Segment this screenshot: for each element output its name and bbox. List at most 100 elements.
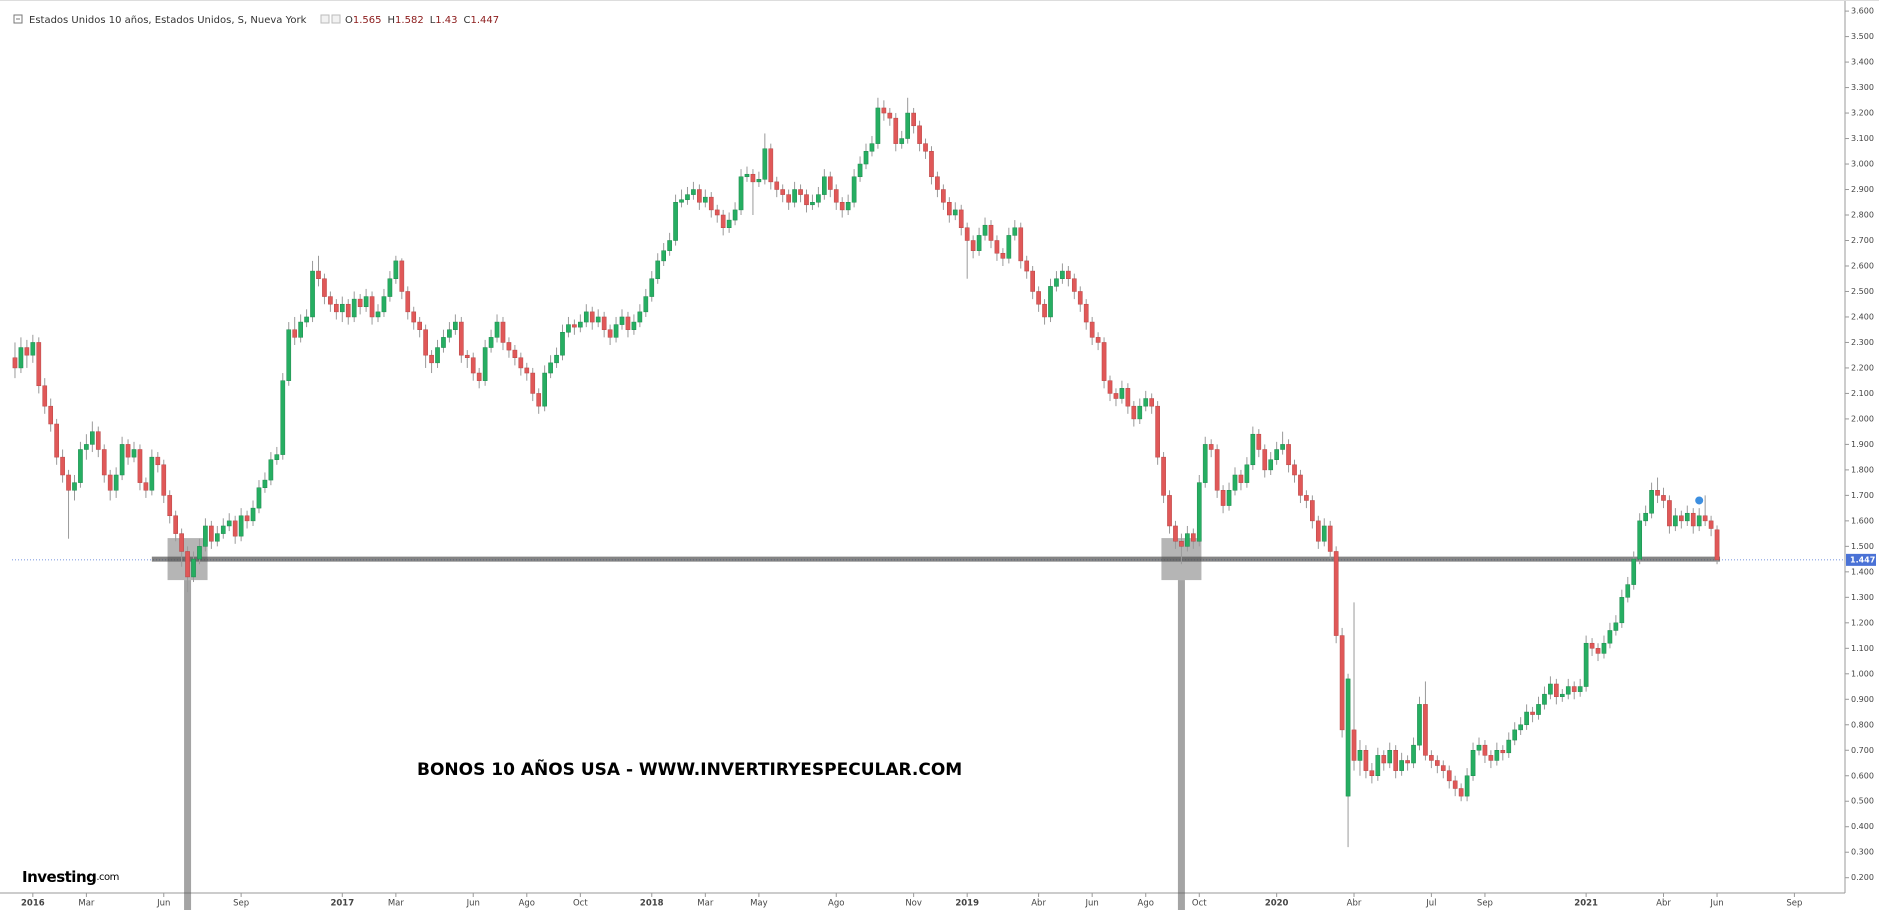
x-tick-label: 2018: [640, 899, 664, 909]
candle-body: [762, 148, 768, 180]
candle-body: [827, 176, 833, 190]
x-tick-label: Sep: [1477, 899, 1493, 909]
candle-body: [857, 163, 863, 178]
candle-body: [191, 558, 196, 578]
candle-body: [1125, 388, 1131, 407]
y-tick-label: 0.700: [1851, 746, 1874, 755]
candle-body: [1405, 760, 1410, 764]
candle-body: [1149, 398, 1155, 407]
candle-body: [1470, 750, 1476, 777]
candle-body: [1690, 512, 1696, 527]
y-tick-label: 2.600: [1851, 261, 1874, 270]
settings-icon[interactable]: [320, 14, 330, 24]
candle-body: [530, 372, 536, 394]
candle-body: [1292, 464, 1297, 476]
candle-body: [935, 176, 940, 190]
close-icon[interactable]: [331, 14, 341, 24]
candle-body: [970, 240, 976, 251]
candle-body: [42, 385, 48, 407]
candle-body: [1417, 704, 1422, 746]
candle-body: [1298, 474, 1303, 496]
candle-body: [482, 347, 488, 381]
candle-body: [1202, 444, 1208, 483]
candle-body: [1268, 459, 1274, 471]
candle-body: [792, 189, 797, 203]
candle-body: [1179, 541, 1184, 547]
candle-body: [36, 342, 42, 387]
y-tick-label: 1.200: [1851, 618, 1874, 627]
candle-body: [816, 194, 821, 203]
candle-body: [542, 372, 547, 407]
y-tick-label: 1.100: [1851, 644, 1874, 653]
candle-body: [173, 515, 178, 534]
candle-body: [1143, 398, 1149, 407]
candle-body: [1101, 342, 1107, 381]
candle-body: [304, 316, 309, 323]
ohlc-key: H: [388, 15, 396, 26]
candle-body: [851, 176, 857, 203]
candle-body: [310, 270, 315, 318]
candle-body: [661, 250, 667, 262]
candle-body: [929, 151, 934, 178]
candle-body: [1613, 622, 1619, 631]
candle-body: [1601, 642, 1607, 654]
candle-body: [84, 444, 89, 450]
candle-body: [95, 431, 101, 450]
candle-body: [1131, 405, 1137, 420]
candle-body: [1524, 711, 1529, 726]
candle-body: [863, 151, 869, 165]
candle-body: [804, 194, 809, 206]
candle-body: [1631, 558, 1637, 585]
x-tick-label: Jun: [1709, 899, 1723, 909]
annotation: BONOS 10 AÑOS USA - WWW.INVERTIRYESPECUL…: [417, 757, 962, 780]
candle-body: [280, 380, 286, 455]
candle-body: [905, 112, 911, 139]
candle-body: [209, 525, 214, 542]
x-tick-label: Jun: [1085, 899, 1099, 909]
candle-body: [1684, 512, 1690, 522]
candle-body: [24, 347, 30, 356]
candle-body: [601, 316, 607, 330]
y-tick-label: 2.300: [1851, 338, 1874, 347]
y-tick-label: 2.200: [1851, 363, 1874, 372]
candle-body: [274, 454, 280, 460]
y-tick-label: 1.800: [1851, 465, 1874, 474]
x-tick-label: 2021: [1574, 899, 1598, 909]
collapse-icon[interactable]: [13, 14, 23, 24]
candle-body: [1304, 495, 1309, 501]
candle-body: [179, 533, 184, 552]
candle-body: [1214, 449, 1220, 491]
candle-body: [1196, 482, 1202, 542]
candle-body: [1655, 490, 1660, 496]
x-tick-label: May: [750, 899, 768, 909]
candle-body: [1702, 515, 1708, 522]
candle-body: [631, 321, 637, 330]
y-tick-label: 3.400: [1851, 58, 1874, 67]
candle-body: [232, 520, 238, 537]
candle-body: [143, 482, 149, 491]
candle-body: [1607, 630, 1613, 644]
candle-body: [1107, 380, 1113, 394]
candle-body: [595, 316, 601, 323]
x-tick-label: Abr: [1031, 899, 1046, 909]
x-tick-label: Jun: [156, 899, 170, 909]
candle-body: [512, 349, 518, 358]
candle-body: [697, 189, 702, 203]
y-tick-label: 3.200: [1851, 109, 1874, 118]
candle-body: [1589, 642, 1595, 649]
ohlc-key: L: [430, 15, 436, 26]
ohlc-value: 1.582: [395, 15, 424, 26]
candle-body: [149, 456, 155, 491]
candle-body: [1339, 635, 1345, 731]
candle-body: [435, 347, 440, 364]
candle-body: [756, 179, 762, 183]
y-tick-label: 3.100: [1851, 134, 1874, 143]
y-tick-label: 1.900: [1851, 440, 1874, 449]
candle-body: [625, 316, 631, 330]
y-tick-label: 2.100: [1851, 389, 1874, 398]
candle-body: [161, 464, 167, 496]
candle-body: [155, 456, 161, 466]
candle-body: [1095, 337, 1101, 343]
y-tick-label: 1.300: [1851, 593, 1874, 602]
candle-body: [1446, 770, 1452, 782]
